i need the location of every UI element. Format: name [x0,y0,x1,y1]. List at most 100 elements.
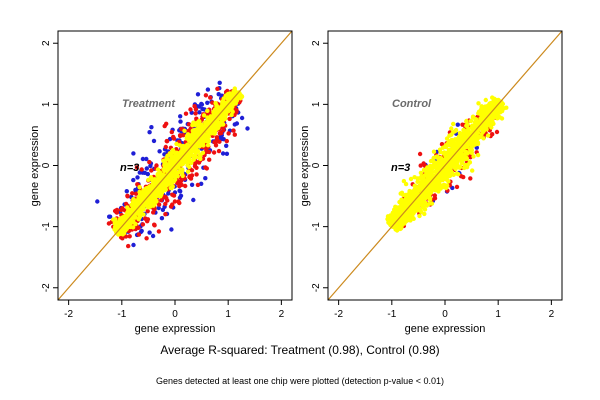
data-point [151,138,157,144]
data-point [180,173,185,179]
data-point [417,183,422,189]
data-point [177,133,183,138]
data-point [418,163,423,168]
data-point [155,167,161,172]
data-point [490,111,495,117]
x-tick-label: -1 [387,309,396,320]
data-point [211,150,217,155]
control-identity-line [327,30,563,301]
data-point [426,178,432,183]
data-point [169,167,175,173]
data-point [204,134,210,140]
data-point [462,155,467,160]
data-point [407,202,412,208]
data-point [476,101,481,106]
data-point [217,131,222,136]
control-y-axis: -2 -1 0 1 2 [311,40,328,292]
data-point [440,145,446,150]
data-point [183,183,188,189]
data-point [199,181,204,186]
detection-note-caption: Genes detected at least one chip were pl… [156,376,444,386]
data-point [234,91,239,97]
data-point [129,218,134,223]
data-point [458,131,464,136]
data-point [214,135,220,140]
data-point [205,87,211,92]
data-point [175,174,180,179]
data-point [236,95,241,100]
data-point [402,198,407,203]
data-point [400,222,405,227]
data-point [221,122,226,127]
data-point [475,140,481,145]
data-point [448,151,454,157]
data-point [176,199,181,204]
data-point [436,177,441,183]
data-point [449,126,454,131]
data-point [133,205,138,210]
data-point [164,177,169,183]
x-tick-label: 2 [549,309,555,320]
data-point [178,178,184,184]
data-point [217,80,222,86]
data-point [219,118,225,124]
data-point [455,136,461,141]
data-point [471,154,476,159]
data-point [169,129,174,135]
average-r2-caption: Average R-squared: Treatment (0.98), Con… [160,343,440,357]
data-point [489,125,494,130]
data-point [165,198,170,203]
data-point [410,192,415,197]
data-point [141,188,146,193]
data-point [189,134,194,139]
data-point [392,217,398,222]
control-x-axis: -2 -1 0 1 2 [334,300,555,320]
data-point [161,158,166,163]
data-point [130,199,136,204]
data-point [229,107,234,112]
treatment-panel: -2 -1 0 1 2 -2 -1 0 1 2 gene expression gene exp… [29,30,293,335]
data-point [206,138,211,143]
data-point [494,129,500,135]
data-point [443,183,449,188]
data-point [171,193,177,198]
y-tick-label: 2 [311,40,322,46]
data-point [156,202,162,207]
data-point [195,182,201,188]
data-point [417,151,423,157]
data-point [495,115,501,120]
data-point [454,171,460,176]
data-point [431,149,437,154]
data-point [485,133,491,138]
data-point [131,151,136,156]
data-point [422,211,427,217]
data-point [424,203,429,208]
data-point [142,170,147,175]
data-point [484,127,489,132]
data-point [144,236,149,241]
data-point [201,113,207,118]
y-tick-label: -1 [311,222,322,231]
data-point [136,232,142,237]
data-point [136,217,141,222]
x-tick-label: 2 [279,309,285,320]
data-point [114,207,120,213]
data-point [444,176,449,181]
data-point [212,140,217,145]
y-tick-label: 0 [311,162,322,168]
data-point [201,139,206,144]
data-point [177,183,182,189]
data-point [170,147,176,153]
data-point [163,144,168,150]
data-point [150,233,156,239]
data-point [191,157,196,162]
data-point [439,173,444,178]
y-tick-label: 1 [41,101,52,107]
data-point [490,132,495,137]
data-point [470,115,476,120]
data-point [137,193,143,198]
data-point [147,159,152,165]
data-point [168,160,173,165]
data-point [459,139,464,144]
y-tick-label: 1 [311,101,322,107]
